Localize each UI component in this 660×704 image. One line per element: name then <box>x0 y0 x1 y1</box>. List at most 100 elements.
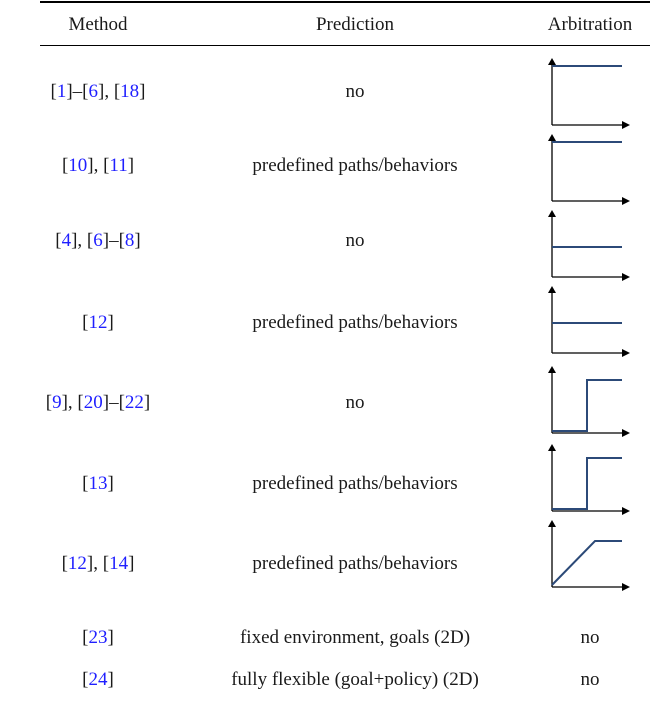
citation-bracket: [ <box>103 155 110 176</box>
method-cell: [4], [6]–[8] <box>55 230 140 252</box>
method-cell: [1]–[6], [18] <box>51 81 146 103</box>
header-prediction: Prediction <box>315 14 395 35</box>
citation-link[interactable]: 12 <box>88 312 108 333</box>
arbitration-plot <box>548 58 630 129</box>
citation-bracket: ] <box>102 392 110 413</box>
citation-bracket: ] <box>127 155 135 176</box>
citation-bracket: ] <box>107 312 114 333</box>
citation-bracket: ] <box>134 230 141 251</box>
citation-bracket: [ <box>77 392 84 413</box>
citation-bracket: [ <box>102 553 110 574</box>
arbitration-plot <box>548 134 630 205</box>
method-cell: [12], [14] <box>62 553 135 575</box>
arbitration-cell: no <box>580 627 600 648</box>
arbitration-cell <box>548 55 632 131</box>
header-arbitration: Arbitration <box>547 14 633 35</box>
method-separator: , <box>93 155 104 176</box>
citation-link[interactable]: 1 <box>56 81 67 102</box>
citation-bracket: [ <box>82 81 89 102</box>
citation-link[interactable]: 11 <box>109 155 128 176</box>
prediction-cell: predefined paths/behaviors <box>252 553 458 574</box>
citation-bracket: ] <box>107 669 114 690</box>
citation-bracket: [ <box>82 473 89 494</box>
citation-link[interactable]: 23 <box>88 627 108 648</box>
prediction-cell: no <box>345 230 365 251</box>
citation-bracket: ] <box>139 81 146 102</box>
y-axis-arrow <box>548 444 556 451</box>
x-axis-arrow <box>622 583 630 591</box>
citation-link[interactable]: 12 <box>67 553 87 574</box>
citation-link[interactable]: 8 <box>124 230 135 251</box>
method-separator: , <box>93 553 103 574</box>
citation-bracket: ] <box>107 473 114 494</box>
citation-bracket: [ <box>82 627 89 648</box>
arbitration-plot <box>548 366 630 437</box>
y-axis-arrow <box>548 286 556 293</box>
arbitration-cell <box>548 517 632 593</box>
citation-link[interactable]: 24 <box>88 669 108 690</box>
citation-bracket: [ <box>82 669 89 690</box>
arbitration-cell: no <box>580 669 600 690</box>
citation-bracket: [ <box>61 553 68 574</box>
prediction-cell: fixed environment, goals (2D) <box>239 627 471 648</box>
arbitration-curve <box>551 540 622 586</box>
citation-link[interactable]: 18 <box>120 81 140 102</box>
x-axis-arrow <box>622 197 630 205</box>
method-separator: – <box>109 230 119 251</box>
citation-link[interactable]: 14 <box>109 553 129 574</box>
arbitration-plot <box>548 210 630 281</box>
citation-bracket: [ <box>50 81 57 102</box>
method-cell: [13] <box>82 473 114 495</box>
prediction-cell: predefined paths/behaviors <box>252 155 458 176</box>
x-axis-arrow <box>622 273 630 281</box>
prediction-cell: no <box>345 392 365 413</box>
citation-bracket: [ <box>86 230 94 251</box>
arbitration-cell <box>548 283 632 359</box>
y-axis-arrow <box>548 520 556 527</box>
prediction-cell: no <box>345 81 365 102</box>
citation-link[interactable]: 4 <box>61 230 72 251</box>
citation-link[interactable]: 9 <box>52 392 62 413</box>
top-rule <box>40 1 650 3</box>
arbitration-cell <box>548 363 632 439</box>
citation-bracket: ] <box>98 81 105 102</box>
method-separator: , <box>77 230 87 251</box>
arbitration-cell <box>548 131 632 207</box>
arbitration-plot <box>548 520 630 591</box>
y-axis-arrow <box>548 134 556 141</box>
citation-bracket: ] <box>107 627 114 648</box>
x-axis-arrow <box>622 507 630 515</box>
method-cell: [23] <box>82 627 114 649</box>
method-separator: – <box>72 81 83 102</box>
x-axis-arrow <box>622 349 630 357</box>
arbitration-plot <box>548 444 630 515</box>
x-axis-arrow <box>622 121 630 129</box>
citation-bracket: ] <box>143 392 151 413</box>
citation-bracket: [ <box>118 392 125 413</box>
arbitration-curve <box>552 379 622 432</box>
citation-bracket: ] <box>66 81 73 102</box>
citation-link[interactable]: 13 <box>88 473 108 494</box>
citation-bracket: ] <box>86 553 94 574</box>
method-separator: , <box>104 81 114 102</box>
citation-bracket: ] <box>102 230 110 251</box>
arbitration-cell <box>548 441 632 517</box>
header-method: Method <box>68 14 128 35</box>
citation-bracket: [ <box>113 81 121 102</box>
y-axis-arrow <box>548 58 556 65</box>
method-cell: [24] <box>82 669 114 691</box>
citation-link[interactable]: 6 <box>88 81 99 102</box>
citation-bracket: [ <box>55 230 62 251</box>
arbitration-cell <box>548 207 632 283</box>
prediction-cell: predefined paths/behaviors <box>252 473 458 494</box>
citation-bracket: [ <box>82 312 89 333</box>
citation-bracket: ] <box>61 392 68 413</box>
citation-link[interactable]: 10 <box>68 155 88 176</box>
citation-link[interactable]: 6 <box>93 230 103 251</box>
citation-link[interactable]: 20 <box>83 392 103 413</box>
method-cell: [12] <box>82 312 114 334</box>
method-cell: [9], [20]–[22] <box>46 392 150 414</box>
citation-bracket: ] <box>128 553 135 574</box>
citation-link[interactable]: 22 <box>124 392 144 413</box>
y-axis-arrow <box>548 210 556 217</box>
